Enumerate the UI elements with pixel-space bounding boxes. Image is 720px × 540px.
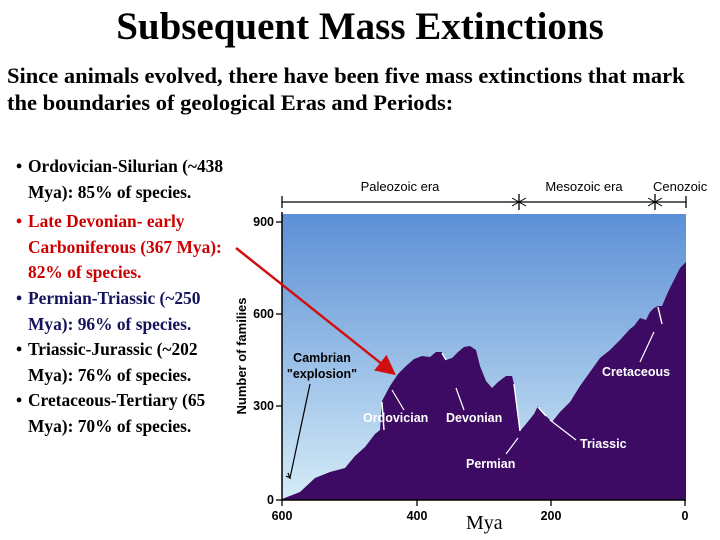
pointer-permian — [505, 437, 519, 455]
x-tick-400: 400 — [407, 509, 428, 523]
extinction-item-ordovician-silurian: Ordovician-Silurian (~438 Mya): 85% of s… — [16, 154, 238, 205]
annotation-triassic: Triassic — [580, 437, 627, 451]
extinction-item-late-devonian: Late Devonian- early Carboniferous (367 … — [16, 209, 238, 286]
extinction-figure: Paleozoic era Mesozoic era Cenozoic 900 … — [234, 177, 708, 523]
x-tick-600: 600 — [272, 509, 293, 523]
extinction-drops — [381, 306, 663, 432]
extinction-list: Ordovician-Silurian (~438 Mya): 85% of s… — [16, 154, 238, 440]
extinction-item-triassic-jurassic: Triassic-Jurassic (~202 Mya): 76% of spe… — [16, 337, 238, 388]
intro-text: Since animals evolved, there have been f… — [7, 63, 685, 115]
y-tick-0: 0 — [267, 493, 274, 507]
y-tick-900: 900 — [253, 215, 274, 229]
pointer-devonian — [455, 387, 465, 411]
pointer-ordovician — [391, 389, 405, 411]
annotation-cretaceous: Cretaceous — [602, 365, 670, 379]
extinction-item-permian-triassic: Permian-Triassic (~250 Mya): 96% of spec… — [16, 286, 238, 337]
late-devonian-arrow — [235, 247, 396, 376]
x-tick-0: 0 — [682, 509, 689, 523]
pointer-cambrian — [289, 383, 311, 479]
annotation-ordovician: Ordovician — [363, 411, 428, 425]
y-tick-300: 300 — [253, 399, 274, 413]
slide-title: Subsequent Mass Extinctions — [116, 5, 604, 48]
era-label-cenozoic: Cenozoic — [653, 179, 708, 194]
y-axis-label: Number of families — [234, 297, 249, 414]
annotation-devonian: Devonian — [446, 411, 502, 425]
x-axis-caption: Mya — [466, 512, 503, 534]
diversity-area — [282, 262, 686, 500]
era-label-paleozoic: Paleozoic era — [361, 179, 441, 194]
annotation-cambrian-line1: Cambrian — [293, 351, 351, 365]
annotation-cambrian-line2: "explosion" — [287, 367, 357, 381]
x-tick-200: 200 — [541, 509, 562, 523]
extinction-item-cretaceous-tertiary: Cretaceous-Tertiary (65 Mya): 70% of spe… — [16, 388, 238, 439]
annotation-permian: Permian — [466, 457, 515, 471]
pointer-cretaceous — [639, 331, 655, 363]
pointer-triassic — [549, 419, 577, 441]
era-label-mesozoic: Mesozoic era — [545, 179, 623, 194]
era-header: Paleozoic era Mesozoic era Cenozoic — [281, 177, 708, 210]
y-tick-600: 600 — [253, 307, 274, 321]
